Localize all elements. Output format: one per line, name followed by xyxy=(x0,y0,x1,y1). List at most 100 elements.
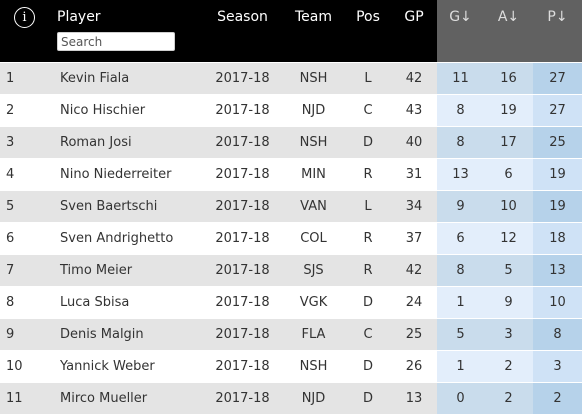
rank-cell: 5 xyxy=(0,189,54,222)
points-cell: 13 xyxy=(533,253,582,286)
points-cell: 27 xyxy=(533,61,582,94)
team-column-header[interactable]: Team xyxy=(294,9,332,25)
table-body: 1 Kevin Fiala 2017-18 NSH L 42 11 16 27 2 Nico Hi… xyxy=(0,61,582,414)
pos-cell: C xyxy=(345,317,391,350)
player-header-label: Player xyxy=(57,9,101,25)
table-row: 2 Nico Hischier 2017-18 NJD C 43 8 19 27 xyxy=(0,93,582,126)
rank-cell: 11 xyxy=(0,381,54,414)
gp-column-header[interactable]: GP xyxy=(404,9,424,25)
player-column-header[interactable]: Player xyxy=(54,0,203,62)
table-row: 5 Sven Baertschi 2017-18 VAN L 34 9 10 19 xyxy=(0,189,582,222)
season-cell: 2017-18 xyxy=(203,61,282,94)
points-cell: 27 xyxy=(533,93,582,126)
assists-cell: 6 xyxy=(484,157,533,190)
table-row: 7 Timo Meier 2017-18 SJS R 42 8 5 13 xyxy=(0,253,582,286)
goals-cell: 0 xyxy=(437,381,484,414)
team-cell: VGK xyxy=(282,285,345,318)
player-cell: Luca Sbisa xyxy=(54,285,203,318)
table-row: 11 Mirco Mueller 2017-18 NJD D 13 0 2 2 xyxy=(0,381,582,414)
goals-cell: 1 xyxy=(437,349,484,382)
goals-cell: 8 xyxy=(437,253,484,286)
pos-cell: D xyxy=(345,285,391,318)
gp-cell: 40 xyxy=(391,125,437,158)
rank-cell: 6 xyxy=(0,221,54,254)
assists-cell: 2 xyxy=(484,349,533,382)
player-cell: Mirco Mueller xyxy=(54,381,203,414)
season-cell: 2017-18 xyxy=(203,189,282,222)
gp-cell: 34 xyxy=(391,189,437,222)
pos-cell: R xyxy=(345,221,391,254)
player-cell: Timo Meier xyxy=(54,253,203,286)
goals-cell: 8 xyxy=(437,93,484,126)
pos-cell: L xyxy=(345,61,391,94)
team-cell: NJD xyxy=(282,93,345,126)
points-cell: 19 xyxy=(533,157,582,190)
points-cell: 2 xyxy=(533,381,582,414)
team-cell: SJS xyxy=(282,253,345,286)
goals-cell: 1 xyxy=(437,285,484,318)
gp-cell: 42 xyxy=(391,253,437,286)
pos-column-header[interactable]: Pos xyxy=(356,9,380,25)
rank-cell: 3 xyxy=(0,125,54,158)
points-column-header[interactable]: P↓ xyxy=(533,0,582,62)
gp-cell: 13 xyxy=(391,381,437,414)
season-column-header[interactable]: Season xyxy=(217,9,268,25)
assists-cell: 5 xyxy=(484,253,533,286)
table-row: 6 Sven Andrighetto 2017-18 COL R 37 6 12 18 xyxy=(0,221,582,254)
player-cell: Kevin Fiala xyxy=(54,61,203,94)
goals-cell: 8 xyxy=(437,125,484,158)
rank-cell: 7 xyxy=(0,253,54,286)
assists-cell: 3 xyxy=(484,317,533,350)
player-cell: Nico Hischier xyxy=(54,93,203,126)
team-cell: MIN xyxy=(282,157,345,190)
pos-cell: L xyxy=(345,189,391,222)
points-cell: 3 xyxy=(533,349,582,382)
team-cell: NSH xyxy=(282,125,345,158)
points-cell: 19 xyxy=(533,189,582,222)
assists-cell: 12 xyxy=(484,221,533,254)
points-cell: 10 xyxy=(533,285,582,318)
gp-cell: 24 xyxy=(391,285,437,318)
goals-cell: 6 xyxy=(437,221,484,254)
season-cell: 2017-18 xyxy=(203,317,282,350)
goals-column-header[interactable]: G↓ xyxy=(437,0,484,62)
season-cell: 2017-18 xyxy=(203,285,282,318)
info-cell: i xyxy=(0,0,54,62)
gp-cell: 37 xyxy=(391,221,437,254)
player-cell: Sven Baertschi xyxy=(54,189,203,222)
season-cell: 2017-18 xyxy=(203,93,282,126)
assists-cell: 10 xyxy=(484,189,533,222)
points-cell: 8 xyxy=(533,317,582,350)
assists-column-header[interactable]: A↓ xyxy=(484,0,533,62)
search-input[interactable] xyxy=(57,32,175,51)
assists-cell: 17 xyxy=(484,125,533,158)
table-row: 10 Yannick Weber 2017-18 NSH D 26 1 2 3 xyxy=(0,349,582,382)
table-row: 4 Nino Niederreiter 2017-18 MIN R 31 13 6 19 xyxy=(0,157,582,190)
gp-cell: 43 xyxy=(391,93,437,126)
team-cell: COL xyxy=(282,221,345,254)
pos-cell: R xyxy=(345,253,391,286)
goals-cell: 13 xyxy=(437,157,484,190)
pos-cell: D xyxy=(345,125,391,158)
table-row: 9 Denis Malgin 2017-18 FLA C 25 5 3 8 xyxy=(0,317,582,350)
gp-cell: 42 xyxy=(391,61,437,94)
pos-cell: D xyxy=(345,349,391,382)
table-row: 3 Roman Josi 2017-18 NSH D 40 8 17 25 xyxy=(0,125,582,158)
team-cell: VAN xyxy=(282,189,345,222)
season-cell: 2017-18 xyxy=(203,157,282,190)
player-cell: Denis Malgin xyxy=(54,317,203,350)
team-cell: FLA xyxy=(282,317,345,350)
team-cell: NSH xyxy=(282,349,345,382)
player-cell: Roman Josi xyxy=(54,125,203,158)
table-header: i Player Season Team Pos GP G↓ A↓ P↓ xyxy=(0,0,582,62)
rank-cell: 9 xyxy=(0,317,54,350)
gp-cell: 26 xyxy=(391,349,437,382)
player-cell: Yannick Weber xyxy=(54,349,203,382)
header-row: i Player Season Team Pos GP G↓ A↓ P↓ xyxy=(0,0,582,62)
season-cell: 2017-18 xyxy=(203,125,282,158)
table-row: 1 Kevin Fiala 2017-18 NSH L 42 11 16 27 xyxy=(0,61,582,94)
season-cell: 2017-18 xyxy=(203,349,282,382)
player-cell: Nino Niederreiter xyxy=(54,157,203,190)
info-icon[interactable]: i xyxy=(14,7,35,28)
goals-cell: 9 xyxy=(437,189,484,222)
